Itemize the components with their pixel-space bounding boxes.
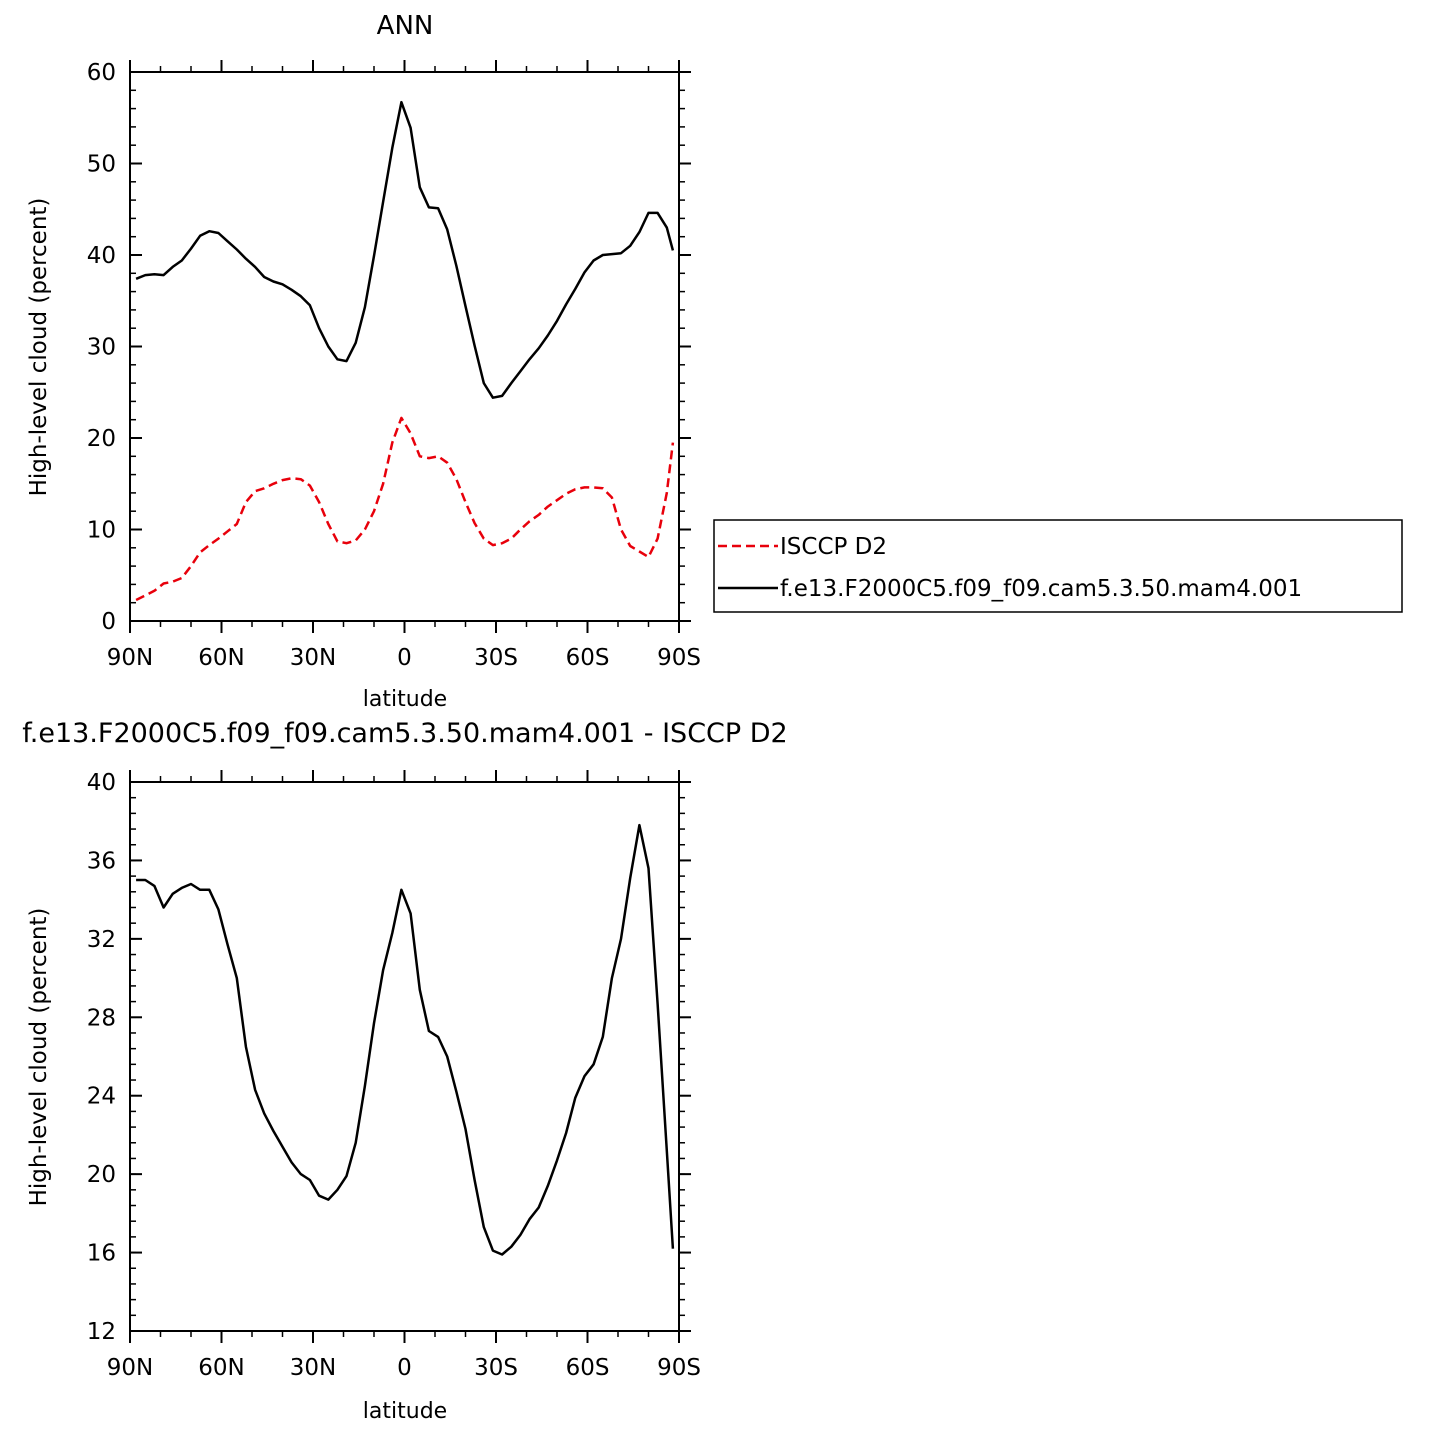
y-tick-label: 40 (87, 770, 116, 796)
y-tick-label: 10 (87, 518, 116, 544)
top-y-axis-label: High-level cloud (percent) (26, 198, 52, 497)
x-tick-label: 90N (107, 645, 153, 671)
top-series-lines (135, 100, 675, 602)
bottom-panel: f.e13.F2000C5.f09_f09.cam5.3.50.mam4.001… (22, 718, 787, 1424)
legend-box (713, 519, 1403, 613)
series-line-0 (136, 823, 675, 1256)
y-tick-label: 50 (87, 152, 116, 178)
y-tick-label: 40 (87, 243, 116, 269)
y-tick-label: 36 (87, 848, 116, 874)
x-tick-label: 30S (474, 1355, 518, 1381)
y-tick-label: 32 (87, 927, 116, 953)
x-tick-label: 90S (657, 645, 701, 671)
top-ticks: 90N 60N 30N 0 30S 60S 90S 0 10 20 30 40 50 60 (87, 60, 701, 671)
legend-label-isccp: ISCCP D2 (780, 534, 887, 560)
bottom-ticks: 90N 60N 30N 0 30S 60S 90S 12 16 20 24 28 32 36 40 (87, 770, 701, 1381)
bottom-y-axis-label: High-level cloud (percent) (26, 908, 52, 1207)
x-tick-label: 30N (290, 1355, 336, 1381)
y-tick-label: 20 (87, 1162, 116, 1188)
x-tick-label: 60S (566, 1355, 610, 1381)
x-tick-label: 0 (397, 645, 412, 671)
y-tick-label: 12 (87, 1319, 116, 1345)
y-tick-label: 60 (87, 60, 116, 86)
top-panel: ANN latitude High-level cloud (percent) … (26, 11, 701, 712)
bottom-chart-title: f.e13.F2000C5.f09_f09.cam5.3.50.mam4.001… (22, 718, 787, 749)
y-tick-label: 0 (101, 609, 116, 635)
x-tick-label: 30N (290, 645, 336, 671)
y-tick-label: 30 (87, 335, 116, 361)
y-tick-label: 28 (87, 1005, 116, 1031)
x-tick-label: 60S (566, 645, 610, 671)
x-tick-label: 60N (198, 645, 244, 671)
x-tick-label: 90S (657, 1355, 701, 1381)
series-line-1 (135, 100, 675, 399)
legend-label-model: f.e13.F2000C5.f09_f09.cam5.3.50.mam4.001 (780, 576, 1302, 602)
x-tick-label: 0 (397, 1355, 412, 1381)
top-x-axis-label: latitude (363, 687, 447, 712)
top-chart-title: ANN (377, 11, 434, 41)
y-tick-label: 24 (87, 1084, 116, 1110)
bottom-series-lines (136, 823, 675, 1256)
y-tick-label: 16 (87, 1241, 116, 1267)
legend: ISCCP D2 f.e13.F2000C5.f09_f09.cam5.3.50… (713, 519, 1403, 613)
x-tick-label: 30S (474, 645, 518, 671)
bottom-x-axis-label: latitude (363, 1399, 447, 1424)
x-tick-label: 60N (198, 1355, 244, 1381)
y-tick-label: 20 (87, 426, 116, 452)
series-line-0 (135, 416, 675, 602)
x-tick-label: 90N (107, 1355, 153, 1381)
top-plot-frame (129, 71, 680, 622)
